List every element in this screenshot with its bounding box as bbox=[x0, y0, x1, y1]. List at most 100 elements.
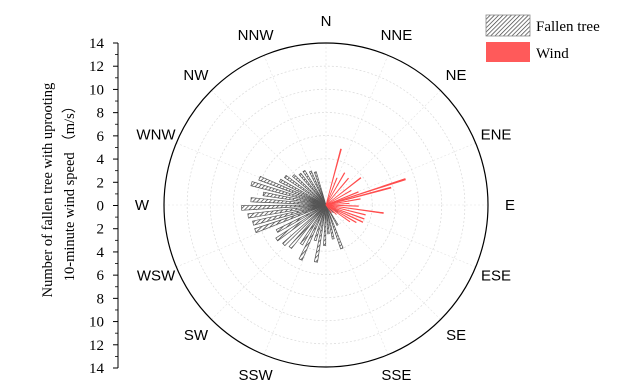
fallen-tree-bar bbox=[288, 204, 327, 250]
y-axis-label-secondary: 10-minute wind speed （m/s） bbox=[61, 99, 78, 281]
wind-bar bbox=[325, 148, 342, 206]
wind-bar bbox=[325, 204, 337, 215]
wind-bar bbox=[325, 186, 392, 206]
wind-bar bbox=[325, 204, 366, 216]
grid-spoke bbox=[211, 204, 327, 320]
legend-swatch-wind bbox=[486, 42, 530, 62]
wind-bar bbox=[325, 191, 359, 206]
fallen-tree-bar bbox=[325, 204, 339, 226]
y-tick-label: 6 bbox=[97, 268, 105, 284]
direction-label-sw: SW bbox=[184, 327, 209, 344]
y-tick-label: 8 bbox=[97, 291, 105, 307]
fallen-tree-bar bbox=[250, 181, 327, 206]
grid-spoke bbox=[325, 204, 476, 268]
fallen-tree-bar bbox=[298, 172, 327, 206]
fallen-tree-bar bbox=[298, 204, 327, 261]
y-tick-label: 14 bbox=[89, 361, 105, 377]
y-tick-label: 12 bbox=[89, 59, 104, 75]
direction-label-nnw: NNW bbox=[238, 27, 275, 44]
fallen-tree-bar bbox=[262, 191, 327, 206]
y-tick-label: 2 bbox=[97, 175, 105, 191]
y-axis-ticks: 14 12 10 8 6 4 2 0 2 4 6 8 10 12 14 bbox=[89, 36, 118, 377]
wind-bar bbox=[325, 204, 384, 214]
direction-label-ese: ESE bbox=[481, 267, 511, 284]
fallen-tree-bar bbox=[252, 204, 327, 226]
fallen-tree-bar bbox=[283, 174, 327, 206]
direction-label-se: SE bbox=[446, 327, 466, 344]
fallen-tree-bar bbox=[278, 178, 327, 206]
direction-label-sse: SSE bbox=[381, 367, 411, 381]
y-tick-label: 10 bbox=[89, 82, 104, 98]
wind-bar bbox=[325, 204, 365, 220]
wind-bar bbox=[325, 177, 362, 206]
y-tick-label: 12 bbox=[89, 338, 104, 354]
wind-bar bbox=[325, 177, 350, 206]
fallen-tree-bar bbox=[325, 204, 344, 250]
direction-label-w: W bbox=[135, 197, 150, 214]
direction-label-n: N bbox=[321, 13, 332, 30]
grid-ring bbox=[209, 88, 443, 322]
fallen-tree-bar bbox=[299, 204, 327, 246]
direction-label-nne: NNE bbox=[381, 27, 413, 44]
wind-bar bbox=[325, 172, 346, 206]
fallen-tree-bar bbox=[292, 174, 327, 206]
fallen-tree-bar bbox=[325, 204, 335, 240]
wind-bar bbox=[325, 198, 361, 206]
y-axis-label: Number of fallen tree with uprooting bbox=[40, 83, 56, 298]
series-fallen-tree bbox=[241, 169, 344, 263]
legend-swatch-fallen-tree bbox=[485, 14, 531, 37]
fallen-tree-bar bbox=[275, 204, 327, 242]
grid-spoke bbox=[325, 90, 441, 206]
fallen-tree-bar bbox=[241, 204, 327, 211]
y-tick-label: 6 bbox=[97, 129, 105, 145]
grid-spoke bbox=[325, 142, 476, 206]
fallen-tree-bar bbox=[247, 204, 327, 219]
fallen-tree-bar bbox=[282, 204, 327, 247]
fallen-tree-bar bbox=[275, 204, 327, 233]
grid-ring bbox=[186, 65, 466, 345]
direction-label-wnw: WNW bbox=[136, 127, 176, 144]
series-wind bbox=[325, 148, 406, 224]
grid-spoke bbox=[325, 55, 389, 206]
wind-bar bbox=[325, 178, 406, 206]
wind-bar bbox=[325, 189, 352, 206]
direction-label-ne: NE bbox=[446, 67, 467, 84]
direction-label-ssw: SSW bbox=[239, 367, 274, 381]
direction-label-wsw: WSW bbox=[137, 267, 176, 284]
grid-spoke bbox=[263, 55, 327, 206]
wind-bar bbox=[325, 177, 338, 206]
fallen-tree-bar bbox=[308, 170, 327, 206]
fallen-tree-bar bbox=[313, 171, 327, 206]
y-tick-label: 8 bbox=[97, 106, 105, 122]
fallen-tree-bar bbox=[250, 197, 327, 206]
grid-spoke bbox=[325, 204, 389, 355]
legend-label-wind: Wind bbox=[536, 46, 569, 62]
y-tick-label: 4 bbox=[97, 245, 105, 261]
fallen-tree-bar bbox=[254, 204, 327, 234]
fallen-tree-bar bbox=[302, 169, 327, 206]
polar-grid bbox=[163, 42, 489, 368]
wind-bar bbox=[325, 204, 332, 214]
grid-spoke bbox=[263, 204, 327, 355]
grid-spoke bbox=[176, 204, 327, 268]
wind-bar bbox=[325, 204, 359, 207]
wind-bar bbox=[325, 204, 364, 223]
direction-labels: NNNENEENEEESESESSESSSWSWWSWWWNWNWNNW bbox=[135, 13, 515, 381]
fallen-tree-bar bbox=[325, 204, 330, 235]
wind-bar bbox=[325, 204, 351, 223]
grid-spoke bbox=[325, 204, 441, 320]
wind-bar bbox=[325, 204, 357, 224]
grid-spoke bbox=[176, 142, 327, 206]
outer-ring bbox=[163, 42, 489, 368]
y-tick-label: 0 bbox=[97, 199, 105, 215]
y-tick-label: 10 bbox=[89, 315, 104, 331]
direction-label-e: E bbox=[505, 197, 515, 214]
wind-bar bbox=[325, 202, 350, 206]
legend-label-fallen-tree: Fallen tree bbox=[536, 19, 600, 35]
legend: Fallen tree Wind bbox=[485, 14, 600, 62]
fallen-tree-bar bbox=[313, 204, 327, 242]
fallen-tree-bar bbox=[313, 204, 327, 263]
fallen-tree-bar bbox=[258, 175, 327, 206]
fallen-tree-bar bbox=[323, 204, 327, 246]
